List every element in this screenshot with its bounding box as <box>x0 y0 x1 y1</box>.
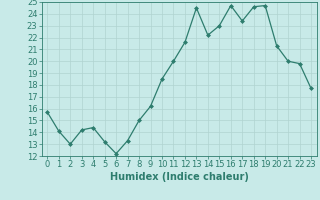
X-axis label: Humidex (Indice chaleur): Humidex (Indice chaleur) <box>110 172 249 182</box>
